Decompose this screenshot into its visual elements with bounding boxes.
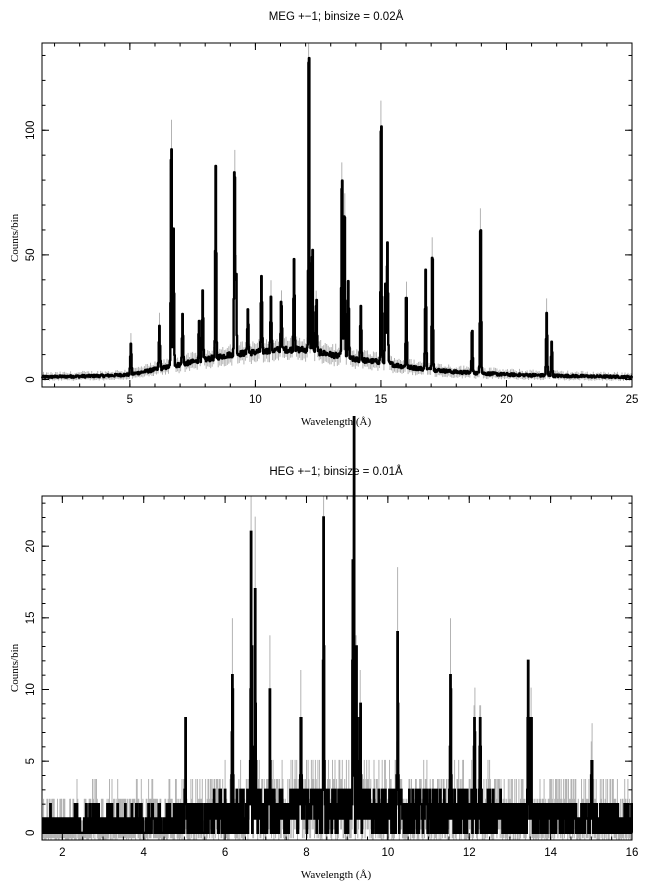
meg-spectrum-line (41, 56, 633, 380)
meg-x-axis-label: Wavelength (Å) (301, 416, 372, 428)
x-tick-label: 10 (249, 394, 262, 406)
meg-x-ticks: 5 10 15 20 25 (54, 43, 639, 406)
x-tick-label: 8 (303, 847, 309, 859)
x-tick-label: 5 (127, 394, 133, 406)
x-tick-label: 4 (141, 847, 148, 859)
heg-y-axis-label: Counts/bin (9, 643, 21, 692)
y-tick-label: 50 (25, 248, 37, 261)
x-tick-label: 25 (626, 394, 639, 406)
x-tick-label: 2 (59, 847, 65, 859)
heg-errorbars (41, 496, 633, 840)
meg-y-axis-label: Counts/bin (9, 213, 21, 262)
x-tick-label: 6 (222, 847, 228, 859)
y-tick-label: 10 (25, 683, 37, 696)
heg-panel: HEG +−1; binsize = 0.01Å 2 4 6 8 10 12 14 16 0 5… (9, 416, 639, 881)
meg-panel: MEG +−1; binsize = 0.02Å 5 10 15 20 25 0 50 10… (9, 10, 638, 428)
x-tick-label: 14 (544, 847, 557, 859)
y-tick-label: 0 (25, 830, 37, 836)
x-tick-label: 15 (375, 394, 388, 406)
x-tick-label: 16 (626, 847, 639, 859)
heg-x-axis-label: Wavelength (Å) (301, 869, 372, 881)
meg-y-ticks: 0 50 100 (25, 54, 632, 383)
y-tick-label: 0 (25, 376, 37, 382)
x-tick-label: 20 (500, 394, 513, 406)
x-tick-label: 12 (463, 847, 476, 859)
heg-spectrum-line (41, 416, 633, 834)
heg-title: HEG +−1; binsize = 0.01Å (269, 465, 403, 478)
heg-y-ticks: 0 5 10 15 20 (25, 502, 632, 836)
heg-x-ticks: 2 4 6 8 10 12 14 16 (41, 496, 639, 859)
meg-errorbars (41, 43, 632, 381)
meg-plot-frame (41, 42, 633, 388)
y-tick-label: 5 (25, 758, 37, 764)
heg-plot-frame (41, 495, 633, 841)
x-tick-label: 10 (381, 847, 394, 859)
y-tick-label: 15 (25, 611, 37, 624)
y-tick-label: 100 (25, 121, 37, 140)
y-tick-label: 20 (25, 540, 37, 553)
meg-title: MEG +−1; binsize = 0.02Å (269, 10, 404, 23)
